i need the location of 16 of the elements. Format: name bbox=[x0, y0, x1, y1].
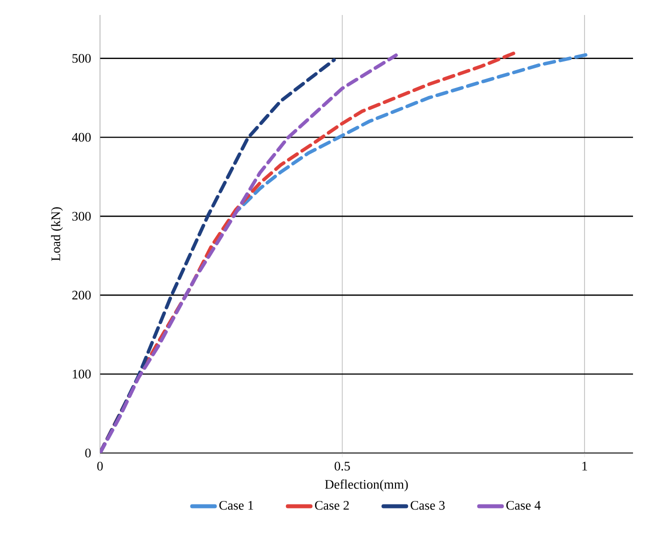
y-tick-label: 100 bbox=[72, 370, 91, 378]
y-tick-label: 300 bbox=[72, 212, 91, 221]
x-axis-title: Deflection(mm) bbox=[325, 479, 408, 492]
legend-label: Case 3 bbox=[410, 500, 445, 510]
legend-label: Case 1 bbox=[219, 500, 254, 510]
y-axis-title: Load (kN) bbox=[51, 207, 63, 261]
x-tick-label: 0 bbox=[97, 462, 103, 471]
legend-label: Case 4 bbox=[506, 500, 541, 510]
y-tick-label: 0 bbox=[85, 448, 91, 458]
y-tick-label: 400 bbox=[72, 132, 91, 142]
y-tick-label: 200 bbox=[72, 290, 91, 300]
legend-label: Case 2 bbox=[315, 500, 349, 510]
x-tick-label: 0.5 bbox=[334, 462, 350, 471]
line-series bbox=[100, 53, 398, 453]
y-tick-label: 500 bbox=[72, 54, 91, 63]
x-tick-label: 1 bbox=[582, 462, 588, 470]
